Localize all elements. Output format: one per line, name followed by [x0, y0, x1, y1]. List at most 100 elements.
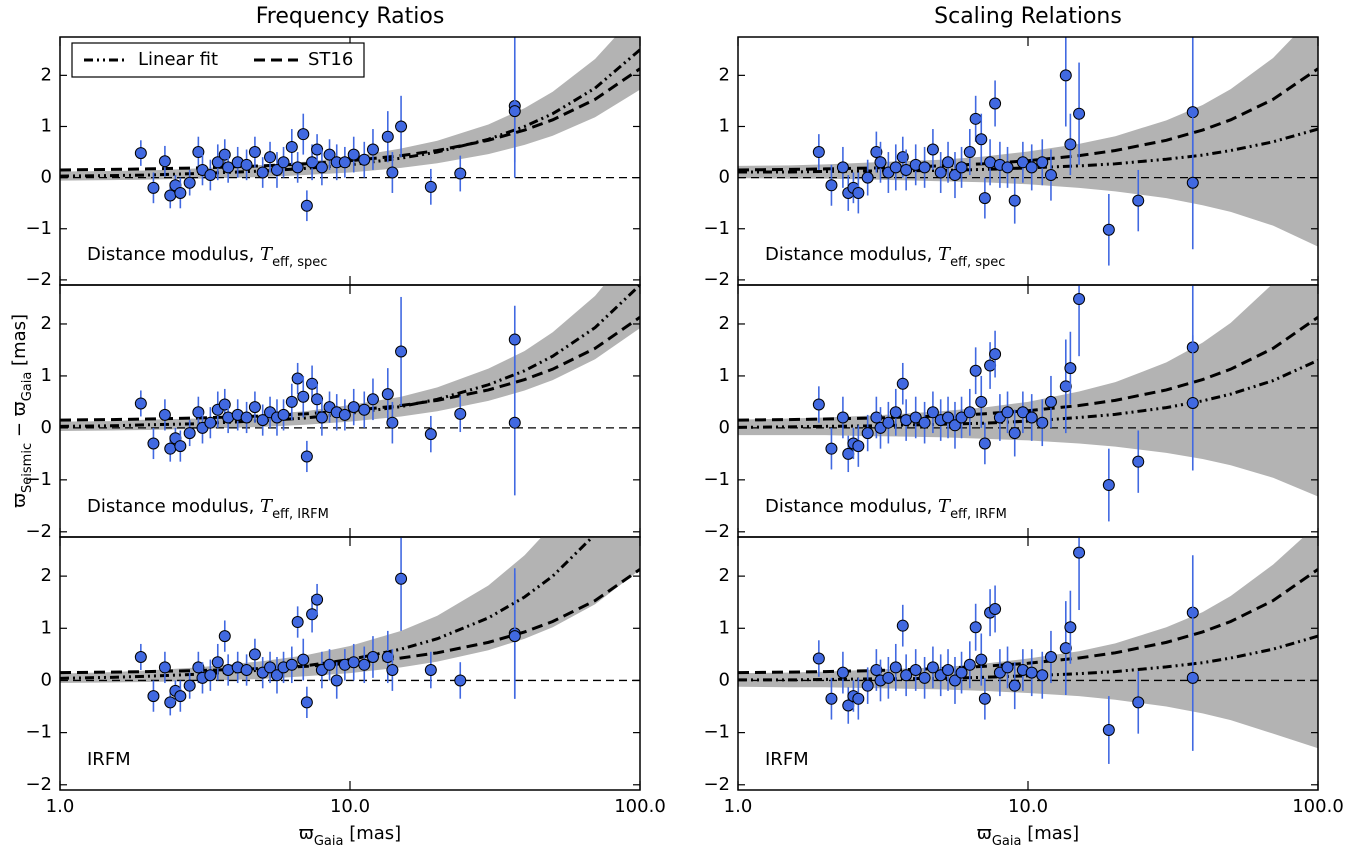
- x-axis-label: ϖGaia [mas]: [977, 823, 1079, 849]
- data-point: [381, 650, 394, 663]
- data-point: [183, 679, 196, 692]
- y-tick-label: 1: [719, 617, 730, 638]
- y-axis-label-part: − ϖ: [9, 401, 30, 443]
- data-point: [1073, 293, 1086, 306]
- data-point: [270, 163, 283, 176]
- data-point: [1008, 679, 1021, 692]
- y-tick-label: −2: [703, 521, 730, 542]
- data-point: [1044, 395, 1057, 408]
- data-point: [978, 692, 991, 705]
- data-point: [963, 658, 976, 671]
- data-point: [852, 440, 865, 453]
- uncertainty-band: [738, 537, 1318, 749]
- y-axis-label-part: ϖ: [9, 493, 30, 508]
- y-tick-label: 0: [41, 417, 52, 438]
- data-point: [256, 166, 269, 179]
- data-point: [164, 189, 177, 202]
- data-point: [158, 661, 171, 674]
- data-point: [948, 419, 961, 432]
- y-tick-label: 2: [41, 64, 52, 85]
- plot-area: [738, 37, 1318, 266]
- data-point: [158, 155, 171, 168]
- data-point: [836, 666, 849, 679]
- x-axis-label-part: Gaia: [314, 834, 344, 849]
- plot-area: [60, 537, 640, 719]
- panel: −2 −1 0 1 2 Distance modulus, Teff, spec Frequ…: [25, 4, 641, 290]
- x-tick-label: 1.0: [724, 796, 753, 817]
- panel-annotation: Distance modulus, Teff, IRFM: [87, 496, 329, 522]
- annotation-sub: eff, IRFM: [272, 507, 329, 522]
- data-point: [300, 450, 313, 463]
- data-point: [366, 650, 379, 663]
- data-point: [248, 401, 261, 414]
- data-point: [240, 411, 253, 424]
- data-point: [347, 656, 360, 669]
- y-tick-label: 1: [41, 365, 52, 386]
- y-tick-label: −2: [25, 521, 52, 542]
- data-point: [1008, 427, 1021, 440]
- y-tick-label: 0: [41, 669, 52, 690]
- data-point: [381, 130, 394, 143]
- plot-area: [60, 285, 640, 496]
- data-point: [134, 650, 147, 663]
- x-axis-label-part: [mas]: [1021, 823, 1079, 844]
- data-point: [918, 161, 931, 174]
- data-point: [926, 143, 939, 156]
- data-point: [1025, 666, 1038, 679]
- fit-line: [60, 315, 640, 422]
- data-point: [218, 630, 231, 643]
- x-axis-label-part: Gaia: [992, 834, 1022, 849]
- data-point: [164, 696, 177, 709]
- data-point: [158, 408, 171, 421]
- data-point: [1186, 106, 1199, 119]
- data-point: [896, 377, 909, 390]
- data-point: [842, 447, 855, 460]
- y-tick-label: −2: [25, 269, 52, 290]
- panel: −2 −1 0 1 2 1.0 10.0 100.0 IRFM ϖGaia [mas]: [703, 536, 1344, 849]
- data-point: [926, 406, 939, 419]
- data-point: [395, 345, 408, 358]
- data-point: [1059, 380, 1072, 393]
- x-axis-label-part: [mas]: [343, 823, 401, 844]
- data-point: [192, 146, 205, 159]
- panel-annotation: Distance modulus, Teff, spec: [87, 244, 327, 270]
- data-point: [836, 411, 849, 424]
- data-point: [264, 151, 277, 164]
- data-point: [1044, 650, 1057, 663]
- y-tick-label: −1: [703, 469, 730, 490]
- data-point: [192, 406, 205, 419]
- data-point: [147, 437, 160, 450]
- y-tick-label: 0: [41, 167, 52, 188]
- data-point: [948, 674, 961, 687]
- data-point: [323, 658, 336, 671]
- x-tick-label: 100.0: [1292, 796, 1344, 817]
- data-point: [285, 140, 298, 153]
- data-point: [1025, 411, 1038, 424]
- y-tick-label: 2: [719, 313, 730, 334]
- x-axis-label: ϖGaia [mas]: [299, 823, 401, 849]
- plot-area: [738, 285, 1318, 522]
- data-point: [1036, 156, 1049, 169]
- data-point: [1008, 194, 1021, 207]
- annotation-text: IRFM: [87, 749, 131, 770]
- data-point: [395, 572, 408, 585]
- panel: −2 −1 0 1 2 Distance modulus, Teff, IRFM: [703, 284, 1319, 542]
- y-tick-label: −1: [703, 722, 730, 743]
- data-point: [1064, 138, 1077, 151]
- data-point: [424, 664, 437, 677]
- data-point: [948, 169, 961, 182]
- data-point: [1102, 724, 1115, 737]
- data-point: [174, 440, 187, 453]
- data-point: [424, 180, 437, 193]
- data-point: [969, 621, 982, 634]
- data-point: [918, 671, 931, 684]
- y-tick-label: 1: [41, 617, 52, 638]
- data-point: [1132, 194, 1145, 207]
- data-point: [454, 674, 467, 687]
- data-point: [323, 148, 336, 161]
- x-tick-label: 100.0: [614, 796, 666, 817]
- fit-line: [738, 315, 1318, 422]
- data-point: [134, 397, 147, 410]
- fit-line: [60, 67, 640, 172]
- y-tick-label: 0: [719, 669, 730, 690]
